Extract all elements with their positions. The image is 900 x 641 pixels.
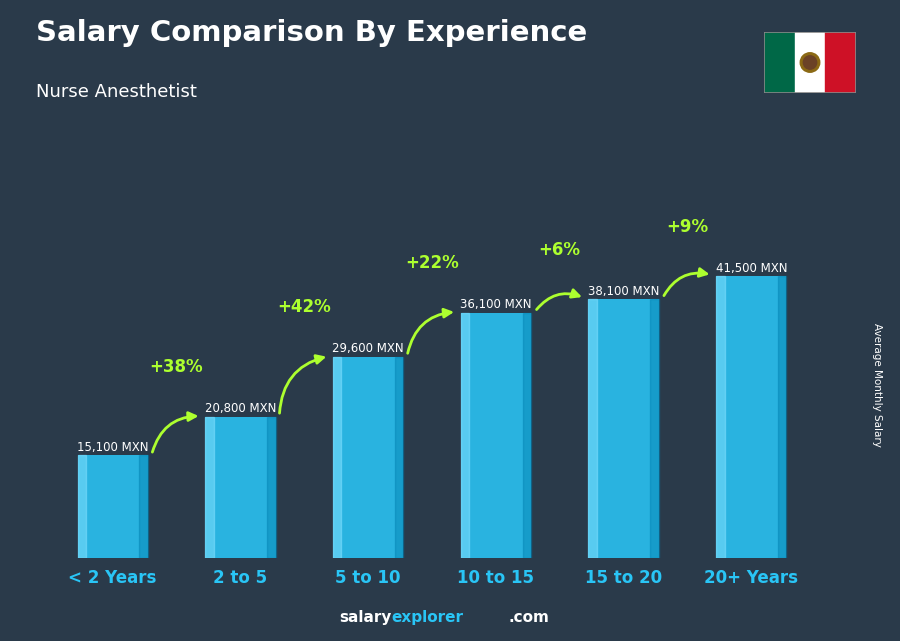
Text: Nurse Anesthetist: Nurse Anesthetist bbox=[36, 83, 197, 101]
Text: +22%: +22% bbox=[405, 254, 459, 272]
Text: +9%: +9% bbox=[666, 218, 708, 236]
Text: +6%: +6% bbox=[539, 241, 580, 259]
Bar bbox=[589, 299, 597, 558]
Bar bbox=[77, 455, 86, 558]
Text: Salary Comparison By Experience: Salary Comparison By Experience bbox=[36, 19, 587, 47]
Bar bbox=[764, 32, 795, 93]
Circle shape bbox=[800, 53, 820, 72]
Text: 20,800 MXN: 20,800 MXN bbox=[204, 402, 276, 415]
Bar bbox=[589, 299, 659, 558]
Text: 38,100 MXN: 38,100 MXN bbox=[588, 285, 660, 297]
Text: 29,600 MXN: 29,600 MXN bbox=[332, 342, 404, 355]
Text: +42%: +42% bbox=[277, 299, 331, 317]
Bar bbox=[267, 417, 275, 558]
Bar bbox=[825, 32, 856, 93]
Text: 41,500 MXN: 41,500 MXN bbox=[716, 262, 788, 274]
Bar bbox=[716, 276, 787, 558]
Bar bbox=[395, 357, 403, 558]
Text: 15,100 MXN: 15,100 MXN bbox=[76, 440, 148, 454]
Bar bbox=[778, 276, 787, 558]
Circle shape bbox=[804, 56, 816, 69]
Bar bbox=[77, 455, 148, 558]
Bar bbox=[333, 357, 341, 558]
Bar bbox=[651, 299, 659, 558]
Bar bbox=[333, 357, 403, 558]
Text: salary: salary bbox=[339, 610, 392, 625]
Bar bbox=[795, 32, 825, 93]
Text: explorer: explorer bbox=[392, 610, 464, 625]
Text: +38%: +38% bbox=[149, 358, 203, 376]
Bar bbox=[140, 455, 148, 558]
Bar bbox=[205, 417, 275, 558]
Text: Average Monthly Salary: Average Monthly Salary bbox=[872, 322, 883, 447]
Text: .com: .com bbox=[508, 610, 549, 625]
Text: 36,100 MXN: 36,100 MXN bbox=[460, 298, 532, 311]
Bar bbox=[523, 313, 531, 558]
Bar bbox=[205, 417, 213, 558]
Bar bbox=[461, 313, 469, 558]
Bar bbox=[716, 276, 725, 558]
Bar bbox=[461, 313, 531, 558]
